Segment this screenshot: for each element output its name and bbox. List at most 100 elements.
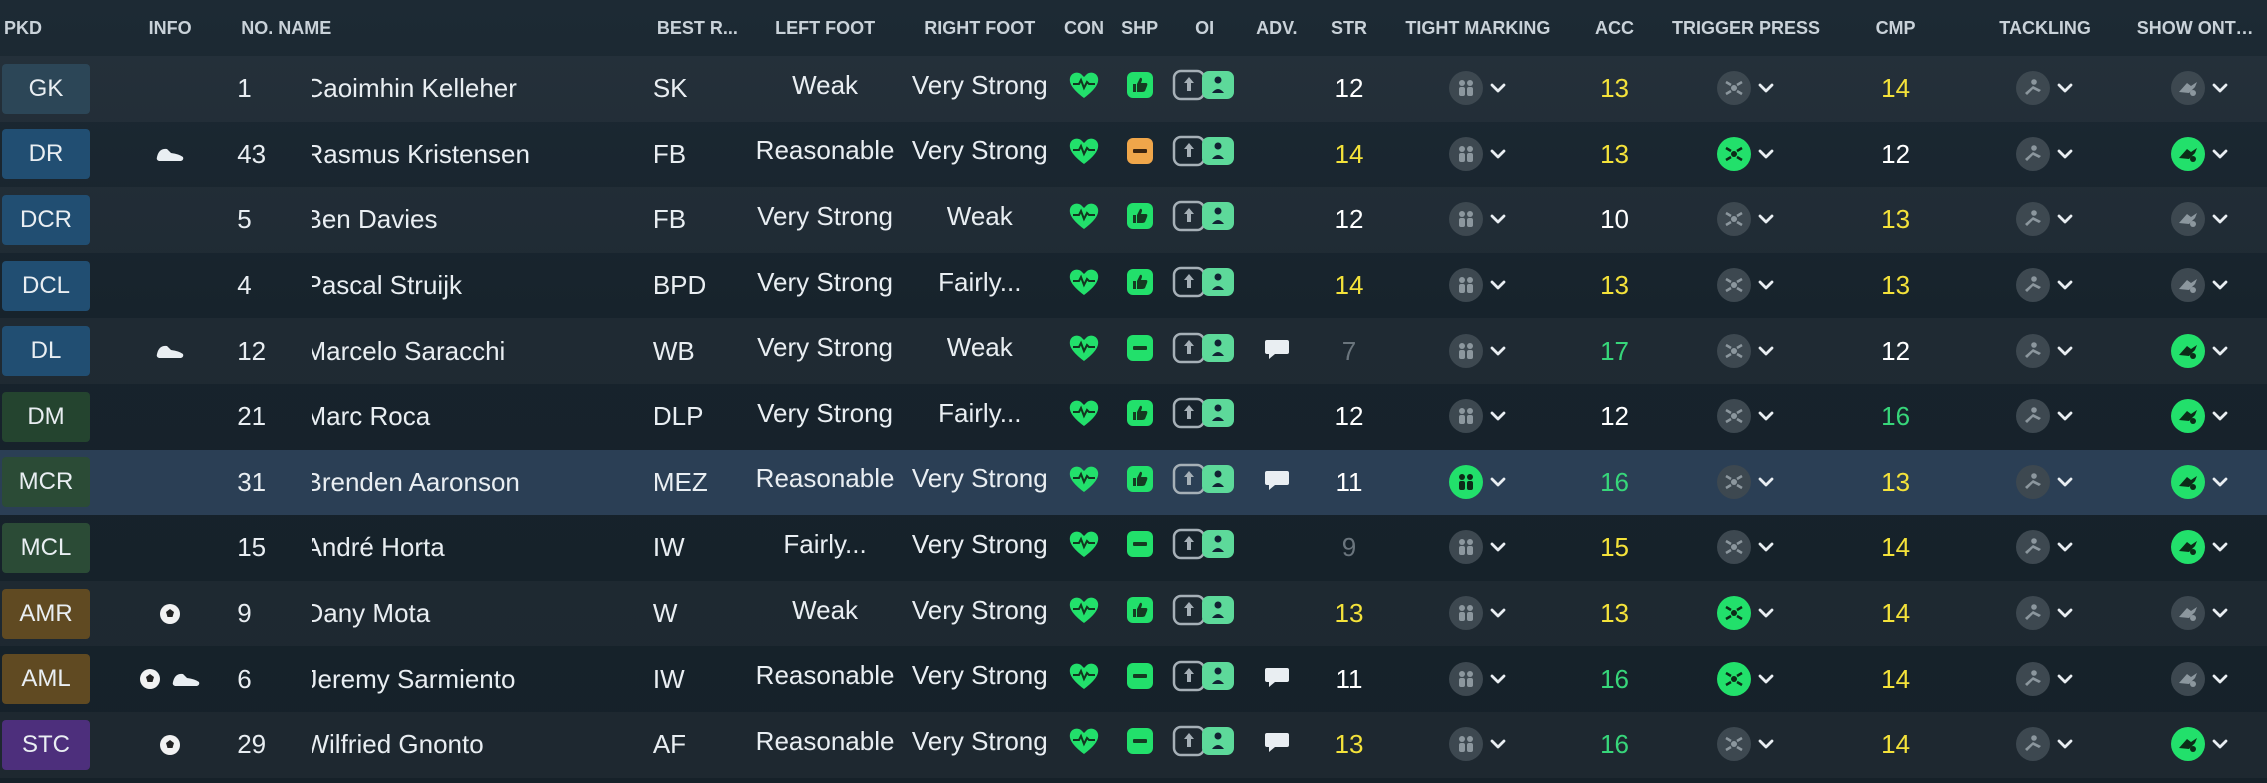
trigger-press-cell[interactable] <box>1658 450 1833 516</box>
trigger-press-cell[interactable] <box>1658 187 1833 253</box>
name-cell[interactable]: Jeremy Sarmiento <box>312 646 652 712</box>
tight-marking-cell[interactable] <box>1385 450 1571 516</box>
position-badge[interactable]: GK <box>2 63 90 114</box>
col-header-con[interactable]: CON <box>1063 17 1104 38</box>
pkd-cell[interactable]: AML <box>0 646 103 712</box>
position-badge[interactable]: DM <box>2 391 90 442</box>
player-name[interactable]: Marc Roca <box>312 401 431 432</box>
show-onto-foot-dropdown[interactable] <box>2170 136 2229 171</box>
pkd-cell[interactable]: AMR <box>0 581 103 647</box>
tackling-dropdown[interactable] <box>2016 399 2074 434</box>
player-name[interactable]: Jeremy Sarmiento <box>312 663 516 694</box>
tackling-cell[interactable] <box>1957 253 2132 319</box>
oi-cell[interactable] <box>1169 56 1241 122</box>
trigger-press-dropdown[interactable] <box>1717 202 1775 237</box>
tight-marking-cell[interactable] <box>1385 515 1571 581</box>
name-cell[interactable]: Pascal Struijk <box>312 253 652 319</box>
trigger-press-cell[interactable] <box>1658 581 1833 647</box>
col-header-str[interactable]: STR <box>1330 17 1367 38</box>
player-name[interactable]: Brenden Aaronson <box>312 466 520 497</box>
tight-marking-dropdown[interactable] <box>1448 202 1507 237</box>
name-cell[interactable]: André Horta <box>312 515 652 581</box>
show-onto-foot-cell[interactable] <box>2133 187 2267 253</box>
tackling-cell[interactable] <box>1957 515 2132 581</box>
show-onto-foot-dropdown[interactable] <box>2170 399 2229 434</box>
chat-icon[interactable] <box>1264 731 1290 753</box>
col-header-cmp[interactable]: CMP <box>1875 17 1916 38</box>
tackling-cell[interactable] <box>1957 646 2132 712</box>
opposition-instructions-icon[interactable] <box>1172 725 1238 757</box>
name-cell[interactable]: Rasmus Kristensen <box>312 122 652 188</box>
tight-marking-cell[interactable] <box>1385 187 1571 253</box>
tackling-dropdown[interactable] <box>2016 333 2074 368</box>
tight-marking-dropdown[interactable] <box>1448 661 1507 696</box>
opposition-instructions-icon[interactable] <box>1172 69 1238 101</box>
show-onto-foot-dropdown[interactable] <box>2170 333 2229 368</box>
table-row[interactable]: AML 6 Jeremy Sarmiento IW Reasonable Very Str… <box>0 646 2267 712</box>
col-header-tackling[interactable]: TACKLING <box>1999 17 2091 38</box>
table-row[interactable]: STC 29 Wilfried Gnonto AF Reasonable Very Str… <box>0 712 2267 778</box>
tight-marking-dropdown[interactable] <box>1448 530 1507 565</box>
col-header-left-foot[interactable]: LEFT FOOT <box>775 17 876 38</box>
opposition-instructions-icon[interactable] <box>1172 266 1238 298</box>
table-row[interactable]: DCL 4 Pascal Struijk BPD Very Strong Fairly..… <box>0 253 2267 319</box>
tight-marking-dropdown[interactable] <box>1448 333 1507 368</box>
oi-cell[interactable] <box>1169 450 1241 516</box>
pkd-cell[interactable]: DM <box>0 384 103 450</box>
opposition-instructions-icon[interactable] <box>1172 528 1238 560</box>
tackling-cell[interactable] <box>1957 450 2132 516</box>
table-row[interactable]: AMR 9 Dany Mota W Weak Very Strong 13 13 14 <box>0 581 2267 647</box>
show-onto-foot-cell[interactable] <box>2133 56 2267 122</box>
show-onto-foot-dropdown[interactable] <box>2170 464 2229 499</box>
tackling-cell[interactable] <box>1957 318 2132 384</box>
pkd-cell[interactable]: DCR <box>0 187 103 253</box>
position-badge[interactable]: DL <box>2 326 90 377</box>
tight-marking-cell[interactable] <box>1385 581 1571 647</box>
trigger-press-dropdown[interactable] <box>1717 727 1775 762</box>
trigger-press-dropdown[interactable] <box>1717 268 1775 303</box>
tight-marking-dropdown[interactable] <box>1448 71 1507 106</box>
col-header-trigger-press[interactable]: TRIGGER PRESS <box>1672 17 1821 38</box>
table-row[interactable]: DR 43 Rasmus Kristensen FB Reasonable Very St… <box>0 122 2267 188</box>
show-onto-foot-dropdown[interactable] <box>2170 268 2229 303</box>
show-onto-foot-cell[interactable] <box>2133 712 2267 778</box>
name-cell[interactable]: Brenden Aaronson <box>312 450 652 516</box>
show-onto-foot-dropdown[interactable] <box>2170 71 2229 106</box>
col-header-tight-marking[interactable]: TIGHT MARKING <box>1405 17 1551 38</box>
player-name[interactable]: Wilfried Gnonto <box>312 729 484 760</box>
opposition-instructions-icon[interactable] <box>1172 135 1238 167</box>
opposition-instructions-icon[interactable] <box>1172 594 1238 626</box>
show-onto-foot-cell[interactable] <box>2133 318 2267 384</box>
oi-cell[interactable] <box>1169 384 1241 450</box>
chat-icon[interactable] <box>1264 469 1290 491</box>
opposition-instructions-icon[interactable] <box>1172 660 1238 692</box>
pkd-cell[interactable]: MCR <box>0 450 103 516</box>
table-row[interactable]: GK 1 Caoimhin Kelleher SK Weak Very Strong 12 1… <box>0 56 2267 122</box>
trigger-press-dropdown[interactable] <box>1717 596 1775 631</box>
table-row[interactable]: DCR 5 Ben Davies FB Very Strong Weak 12 10 13 <box>0 187 2267 253</box>
tight-marking-cell[interactable] <box>1385 56 1571 122</box>
trigger-press-dropdown[interactable] <box>1717 399 1775 434</box>
tackling-cell[interactable] <box>1957 56 2132 122</box>
name-cell[interactable]: Wilfried Gnonto <box>312 712 652 778</box>
oi-cell[interactable] <box>1169 122 1241 188</box>
tackling-dropdown[interactable] <box>2016 661 2074 696</box>
tackling-cell[interactable] <box>1957 384 2132 450</box>
position-badge[interactable]: AMR <box>2 588 90 639</box>
pkd-cell[interactable]: DR <box>0 122 103 188</box>
position-badge[interactable]: MCL <box>2 522 90 573</box>
tackling-dropdown[interactable] <box>2016 268 2074 303</box>
player-name[interactable]: André Horta <box>312 532 445 563</box>
col-header-pkd[interactable]: PKD <box>4 17 43 38</box>
tight-marking-dropdown[interactable] <box>1448 136 1507 171</box>
tight-marking-dropdown[interactable] <box>1448 727 1507 762</box>
col-header-acc[interactable]: ACC <box>1595 17 1635 38</box>
trigger-press-cell[interactable] <box>1658 318 1833 384</box>
col-header-shp[interactable]: SHP <box>1121 17 1159 38</box>
position-badge[interactable]: DR <box>2 129 90 180</box>
show-onto-foot-cell[interactable] <box>2133 384 2267 450</box>
player-name[interactable]: Dany Mota <box>312 598 431 629</box>
tackling-cell[interactable] <box>1957 122 2132 188</box>
tackling-dropdown[interactable] <box>2016 727 2074 762</box>
tackling-cell[interactable] <box>1957 187 2132 253</box>
